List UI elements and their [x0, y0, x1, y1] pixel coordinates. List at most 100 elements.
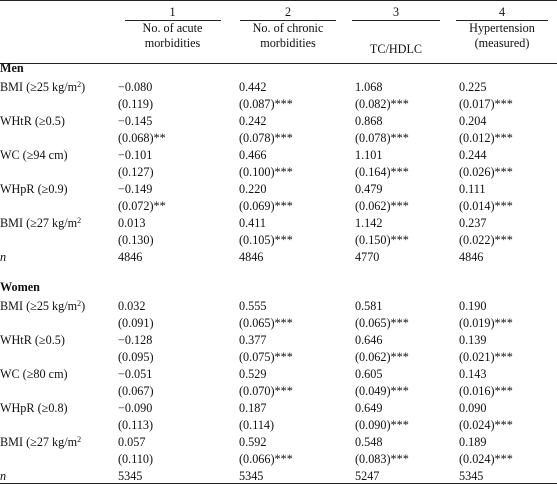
standard-error-cell: (0.065)***: [239, 316, 293, 330]
coefficient-cell: −0.090: [118, 401, 153, 415]
coefficient-cell: 0.190: [459, 299, 487, 313]
coefficient-cell: 0.548: [355, 435, 383, 449]
top-rule: [0, 0, 557, 2]
standard-error-row: (0.072)** (0.069)*** (0.062)*** (0.014)***: [0, 198, 557, 215]
coefficient-cell: −0.051: [118, 367, 153, 381]
standard-error-cell: (0.017)***: [459, 97, 513, 111]
coefficient-cell: 0.189: [459, 435, 487, 449]
standard-error-cell: (0.024)***: [459, 418, 513, 432]
standard-error-cell: (0.026)***: [459, 165, 513, 179]
standard-error-cell: (0.062)***: [355, 199, 409, 213]
row-label: BMI (≥25 kg/m2): [0, 299, 86, 313]
standard-error-cell: (0.090)***: [355, 418, 409, 432]
coefficient-cell: 0.466: [239, 148, 267, 162]
column-header-2: No. of chronic morbidities: [252, 21, 324, 50]
standard-error-cell: (0.021)***: [459, 350, 513, 364]
standard-error-cell: (0.019)***: [459, 316, 513, 330]
column-number-row: 1 2 3 4: [0, 4, 557, 21]
row-label: WHtR (≥0.5): [0, 114, 65, 128]
row-label: WHtR (≥0.5): [0, 333, 65, 347]
coefficient-cell: 0.237: [459, 216, 487, 230]
coefficient-cell: 0.204: [459, 114, 487, 128]
sample-size-label: n: [0, 469, 7, 483]
standard-error-row: (0.110) (0.066)*** (0.083)*** (0.024)***: [0, 451, 557, 468]
coefficient-cell: 0.187: [239, 401, 267, 415]
standard-error-cell: (0.114): [239, 418, 275, 432]
standard-error-cell: (0.022)***: [459, 233, 513, 247]
standard-error-cell: (0.113): [118, 418, 154, 432]
coefficient-cell: −0.128: [118, 333, 153, 347]
results-table: 1 2 3 4 No. of acute morbidities No. of c…: [0, 4, 557, 487]
coefficient-cell: 1.068: [355, 80, 383, 94]
column-header-row: No. of acute morbidities No. of chronic mo…: [0, 21, 557, 57]
standard-error-cell: (0.067): [118, 384, 154, 398]
standard-error-cell: (0.095): [118, 350, 154, 364]
standard-error-row: (0.091) (0.065)*** (0.065)*** (0.019)***: [0, 315, 557, 332]
coefficient-cell: 0.057: [118, 435, 146, 449]
standard-error-row: (0.067) (0.070)*** (0.049)*** (0.016)***: [0, 383, 557, 400]
coefficient-cell: 0.581: [355, 299, 383, 313]
sample-size-cell: 4846: [118, 250, 143, 264]
section-title: Women: [0, 280, 40, 294]
standard-error-cell: (0.078)***: [239, 131, 293, 145]
standard-error-cell: (0.091): [118, 316, 154, 330]
coefficient-cell: −0.080: [118, 80, 153, 94]
coefficient-cell: −0.101: [118, 148, 153, 162]
coefficient-cell: 0.090: [459, 401, 487, 415]
coefficient-row: WC (≥94 cm) −0.101 0.466 1.101 0.244: [0, 147, 557, 164]
standard-error-row: (0.095) (0.075)*** (0.062)*** (0.021)***: [0, 349, 557, 366]
sample-size-cell: 4846: [239, 250, 264, 264]
coefficient-cell: 0.411: [239, 216, 266, 230]
coefficient-cell: 0.225: [459, 80, 487, 94]
coefficient-cell: 0.013: [118, 216, 146, 230]
bottom-rule: [0, 483, 557, 485]
coefficient-cell: 1.101: [355, 148, 383, 162]
coefficient-row: WHtR (≥0.5) −0.145 0.242 0.868 0.204: [0, 113, 557, 130]
standard-error-cell: (0.110): [118, 452, 154, 466]
coefficient-row: BMI (≥27 kg/m2 0.057 0.592 0.548 0.189: [0, 434, 557, 451]
row-label: WC (≥80 cm): [0, 367, 68, 381]
column-header-3: TC/HDLC: [369, 42, 423, 56]
row-label: BMI (≥27 kg/m2: [0, 216, 82, 230]
coefficient-cell: 0.592: [239, 435, 267, 449]
standard-error-cell: (0.150)***: [355, 233, 409, 247]
standard-error-cell: (0.065)***: [355, 316, 409, 330]
coefficient-row: WHpR (≥0.8) −0.090 0.187 0.649 0.090: [0, 400, 557, 417]
row-label: BMI (≥25 kg/m2): [0, 80, 86, 94]
coefficient-cell: 0.442: [239, 80, 267, 94]
standard-error-cell: (0.130): [118, 233, 154, 247]
row-label: BMI (≥27 kg/m2: [0, 435, 82, 449]
row-label: WHpR (≥0.9): [0, 182, 68, 196]
standard-error-cell: (0.164)***: [355, 165, 409, 179]
standard-error-row: (0.127) (0.100)*** (0.164)*** (0.026)***: [0, 164, 557, 181]
section-title: Men: [0, 61, 24, 75]
coefficient-row: BMI (≥25 kg/m2) −0.080 0.442 1.068 0.225: [0, 79, 557, 96]
standard-error-cell: (0.075)***: [239, 350, 293, 364]
coefficient-cell: 0.529: [239, 367, 267, 381]
coefficient-cell: 0.242: [239, 114, 267, 128]
coefficient-cell: 0.377: [239, 333, 267, 347]
standard-error-cell: (0.066)***: [239, 452, 293, 466]
sample-size-cell: 5345: [239, 469, 264, 483]
standard-error-cell: (0.100)***: [239, 165, 293, 179]
standard-error-cell: (0.062)***: [355, 350, 409, 364]
standard-error-cell: (0.012)***: [459, 131, 513, 145]
section-title-row: Men: [0, 57, 557, 79]
standard-error-cell: (0.119): [118, 97, 154, 111]
coefficient-cell: 0.479: [355, 182, 383, 196]
coefficient-cell: 0.646: [355, 333, 383, 347]
coefficient-cell: 0.139: [459, 333, 487, 347]
coefficient-cell: −0.145: [118, 114, 153, 128]
column-header-1: No. of acute morbidities: [142, 21, 203, 50]
standard-error-cell: (0.016)***: [459, 384, 513, 398]
standard-error-cell: (0.049)***: [355, 384, 409, 398]
coefficient-row: WHtR (≥0.5) −0.128 0.377 0.646 0.139: [0, 332, 557, 349]
standard-error-cell: (0.070)***: [239, 384, 293, 398]
sample-size-cell: 5345: [459, 469, 484, 483]
standard-error-cell: (0.087)***: [239, 97, 293, 111]
standard-error-cell: (0.024)***: [459, 452, 513, 466]
coefficient-row: WHpR (≥0.9) −0.149 0.220 0.479 0.111: [0, 181, 557, 198]
sample-size-cell: 5247: [355, 469, 380, 483]
standard-error-row: (0.130) (0.105)*** (0.150)*** (0.022)***: [0, 232, 557, 249]
